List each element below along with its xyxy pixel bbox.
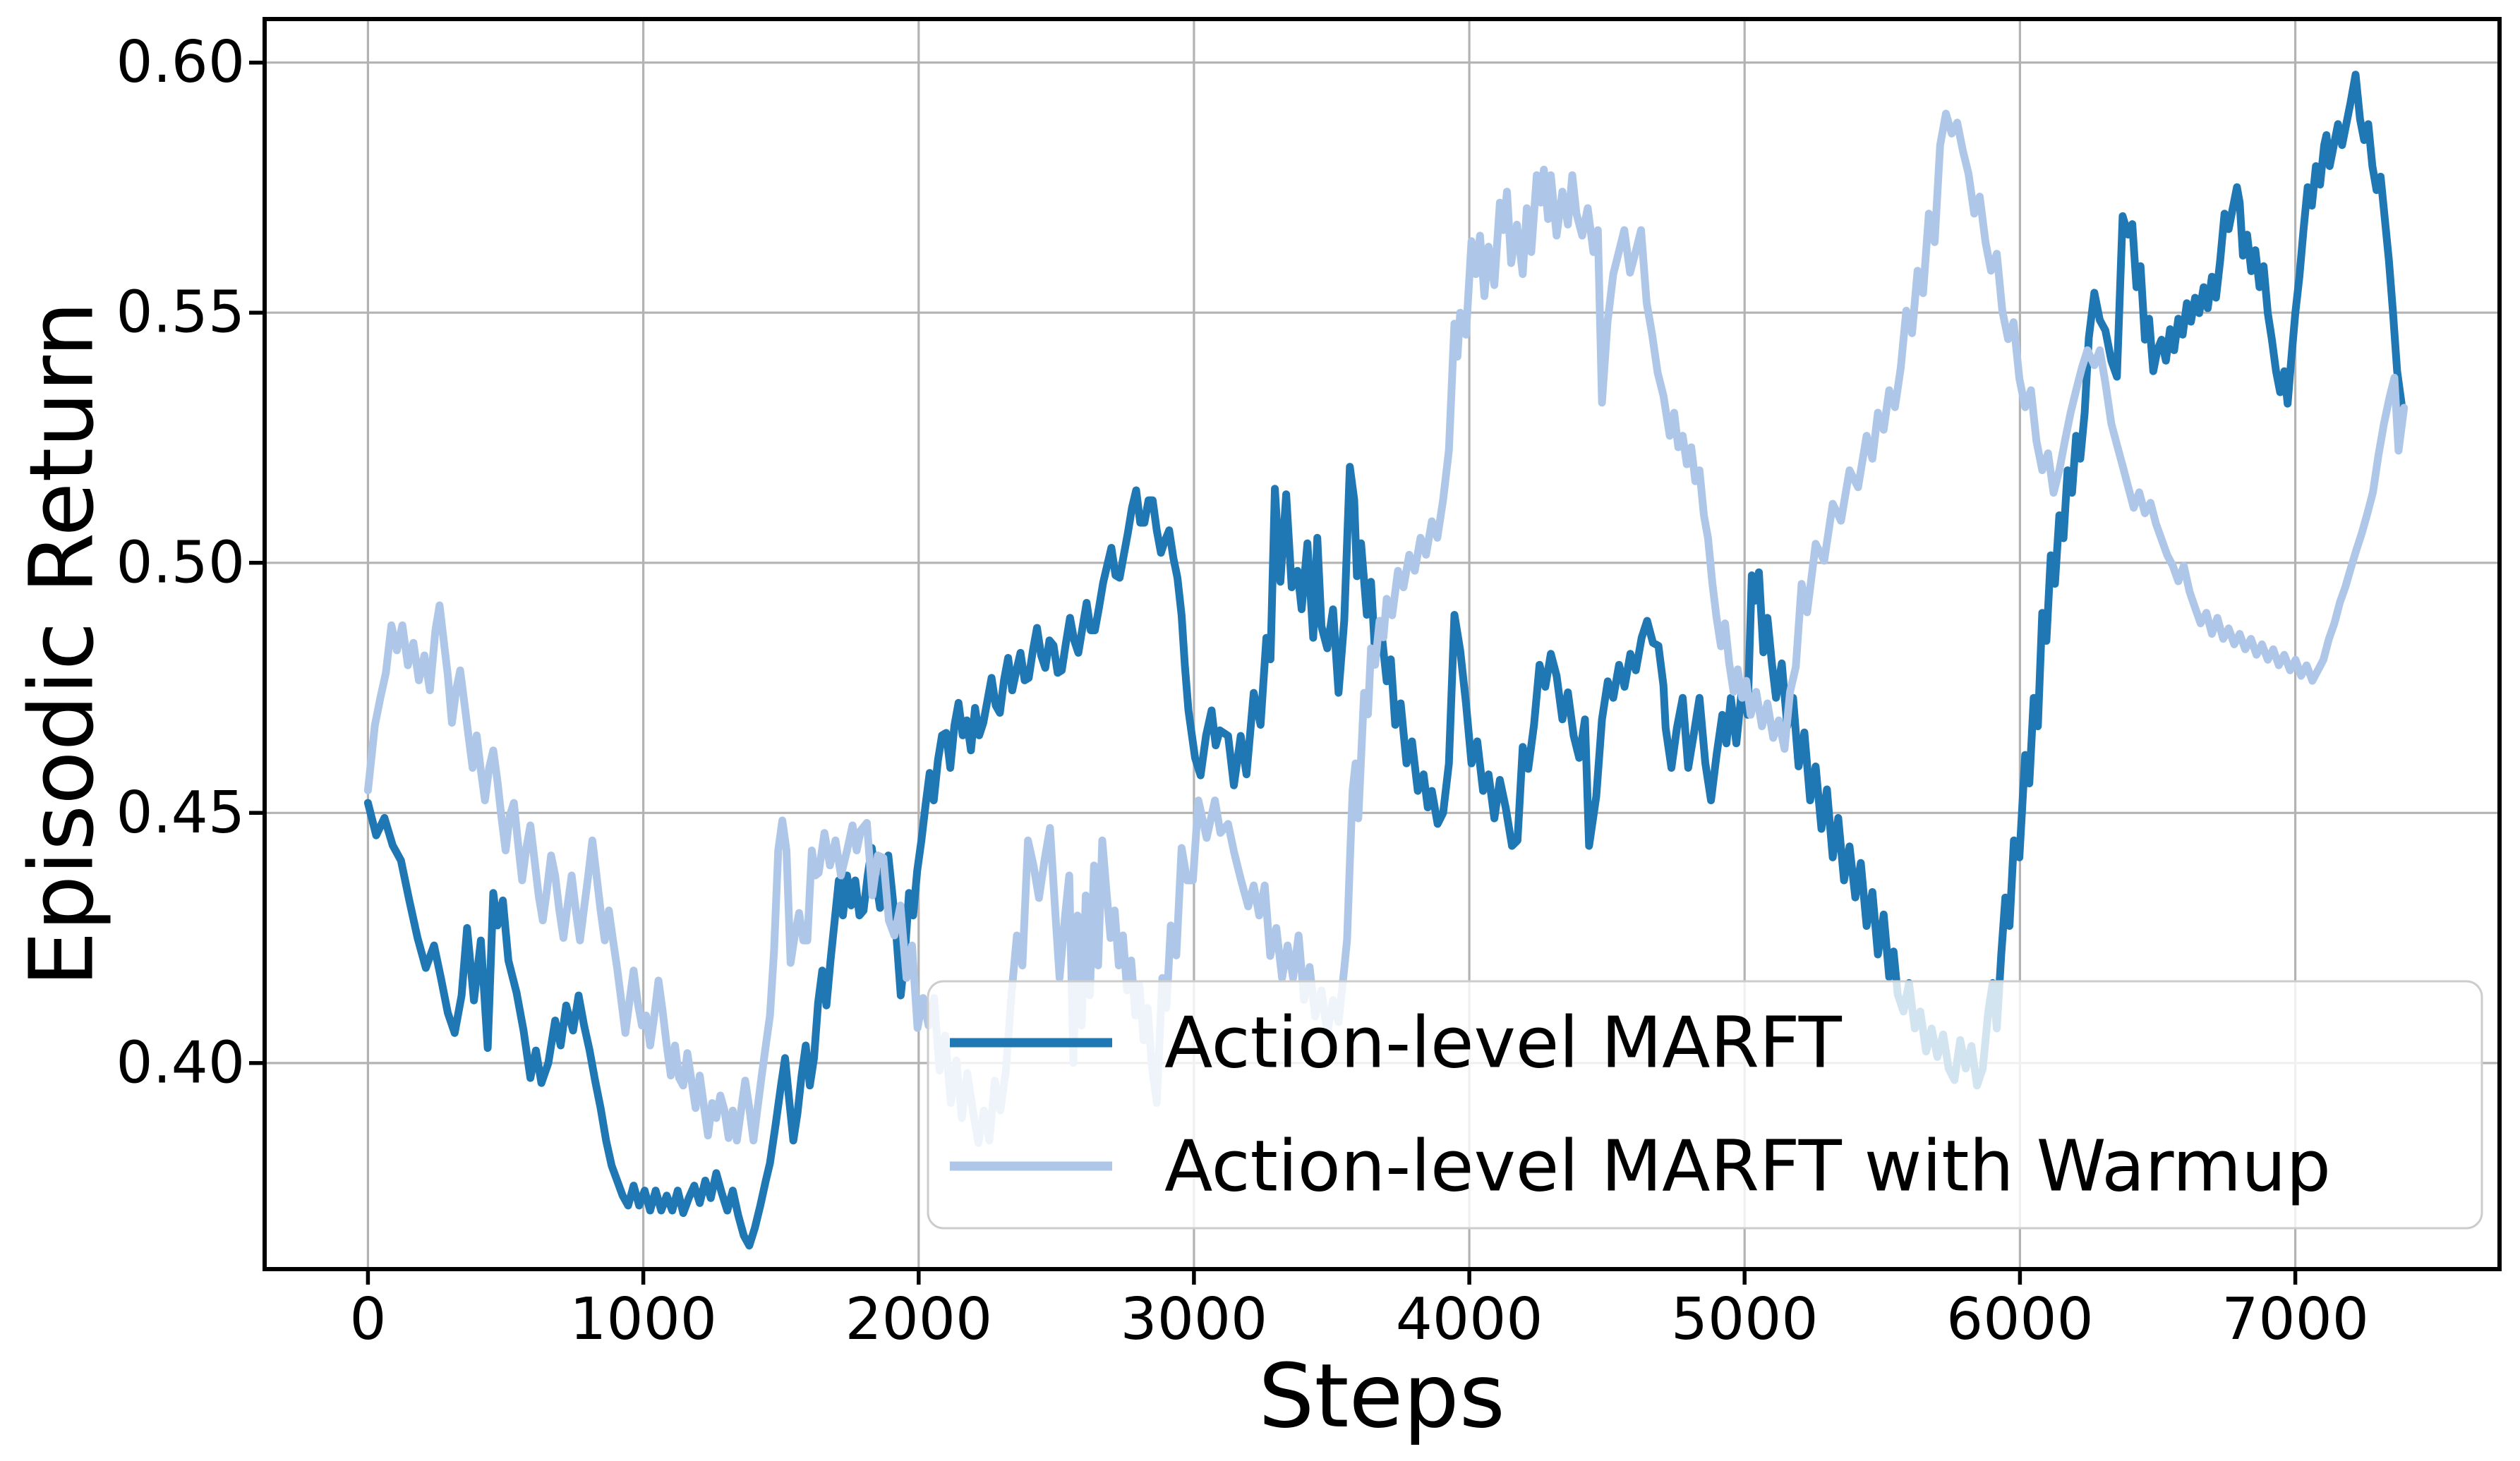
y-tick-label: 0.60: [116, 29, 245, 96]
axis-ticks: [249, 60, 2298, 1285]
x-tick-label: 2000: [845, 1286, 992, 1353]
y-tick-label: 0.45: [116, 780, 245, 847]
x-tick-label: 6000: [1946, 1286, 2094, 1353]
legend-label-action-level-marft: Action-level MARFT: [1164, 1002, 1843, 1084]
y-tick-label: 0.40: [116, 1029, 245, 1096]
legend-label-action-level-marft-with-warmup: Action-level MARFT with Warmup: [1164, 1125, 2331, 1208]
x-tick-label: 3000: [1121, 1286, 1268, 1353]
x-axis-label: Steps: [1258, 1345, 1505, 1448]
x-tick-label: 4000: [1396, 1286, 1543, 1353]
x-tick-label: 5000: [1671, 1286, 1819, 1353]
y-axis-label: Episodic Return: [11, 301, 114, 987]
y-tick-label: 0.55: [116, 279, 245, 346]
x-tick-label: 7000: [2221, 1286, 2369, 1353]
legend-box: [927, 980, 2483, 1230]
legend: Action-level MARFT Action-level MARFT wi…: [927, 980, 2483, 1230]
x-tick-label: 1000: [569, 1286, 717, 1353]
tick-labels: 0 1000 2000 3000 4000 5000 6000 7000 0.40 0.45 0.5…: [116, 29, 2369, 1353]
plot-border: [263, 17, 2502, 1271]
x-tick-label: 0: [349, 1286, 386, 1353]
series-line-0: [363, 71, 2406, 1250]
y-tick-label: 0.50: [116, 529, 245, 596]
